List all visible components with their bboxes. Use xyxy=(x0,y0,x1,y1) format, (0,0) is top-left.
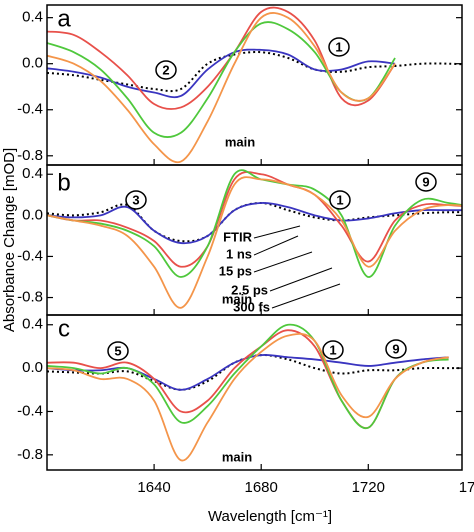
series-line xyxy=(47,48,396,99)
legend-label: 1 ns xyxy=(226,246,252,261)
annotation-circle xyxy=(155,60,177,80)
annotation: main xyxy=(222,449,252,464)
annotation-circle xyxy=(125,190,147,210)
annotation: 1 xyxy=(335,39,342,54)
annotation: 9 xyxy=(392,341,399,356)
series-line xyxy=(47,12,396,164)
x-tick-label: 1680 xyxy=(245,479,278,496)
legend-label: 15 ps xyxy=(219,263,252,278)
annotation: 2 xyxy=(162,62,169,77)
y-tick-label: 0.4 xyxy=(22,9,43,26)
series-line xyxy=(47,176,462,309)
y-tick-label: 0.0 xyxy=(22,55,43,72)
annotation: 9 xyxy=(422,174,429,189)
annotation: 5 xyxy=(114,343,121,358)
y-tick-label: 0.0 xyxy=(22,359,43,376)
annotation: main xyxy=(222,291,252,306)
x-tick-label: 1640 xyxy=(137,479,170,496)
y-tick-label: 0.0 xyxy=(22,206,43,223)
y-tick-label: -0.4 xyxy=(17,101,43,118)
annotation: 3 xyxy=(132,192,139,207)
y-tick-label: -0.8 xyxy=(17,289,43,306)
x-tick-label: 1720 xyxy=(352,479,385,496)
series-line xyxy=(47,202,462,245)
y-tick-label: 0.4 xyxy=(22,316,43,333)
y-tick-label: -0.8 xyxy=(17,147,43,164)
y-tick-label: -0.4 xyxy=(17,247,43,264)
annotation-circle xyxy=(415,172,437,192)
plot-area xyxy=(47,323,462,462)
legend-leader xyxy=(253,225,301,239)
series-line xyxy=(47,354,449,391)
annotation: a xyxy=(57,5,71,32)
annotation: 1 xyxy=(336,192,343,207)
x-axis-label: Wavelength [cm⁻¹] xyxy=(208,508,332,525)
series-line xyxy=(47,51,462,93)
panel-frame xyxy=(46,314,463,471)
series-line xyxy=(47,171,462,268)
x-tick-label: 1760 xyxy=(459,479,474,496)
annotation-circle xyxy=(328,37,350,57)
plot-area xyxy=(47,169,462,309)
annotation-circle xyxy=(322,340,344,360)
legend-label: FTIR xyxy=(223,229,252,244)
legend-leader xyxy=(253,251,313,273)
annotation: main xyxy=(225,134,255,149)
series-line xyxy=(47,323,449,430)
y-axis-label: Absorbance Change [mOD] xyxy=(1,148,18,332)
annotation: b xyxy=(57,169,70,196)
series-line xyxy=(47,6,396,110)
y-tick-label: -0.8 xyxy=(17,446,43,463)
annotation: c xyxy=(58,315,70,342)
series-line xyxy=(47,332,449,462)
series-line xyxy=(47,169,462,278)
y-tick-label: -0.4 xyxy=(17,402,43,419)
annotation-circle xyxy=(329,190,351,210)
legend-leader xyxy=(271,283,341,309)
legend-label: 2.5 ps xyxy=(231,282,268,297)
y-tick-label: 0.4 xyxy=(22,165,43,182)
legend-leader xyxy=(253,235,299,256)
plot-area xyxy=(47,6,462,164)
legend-leader xyxy=(269,267,333,292)
annotation-circle xyxy=(385,339,407,359)
annotation-circle xyxy=(107,341,129,361)
annotation: 1 xyxy=(329,342,336,357)
